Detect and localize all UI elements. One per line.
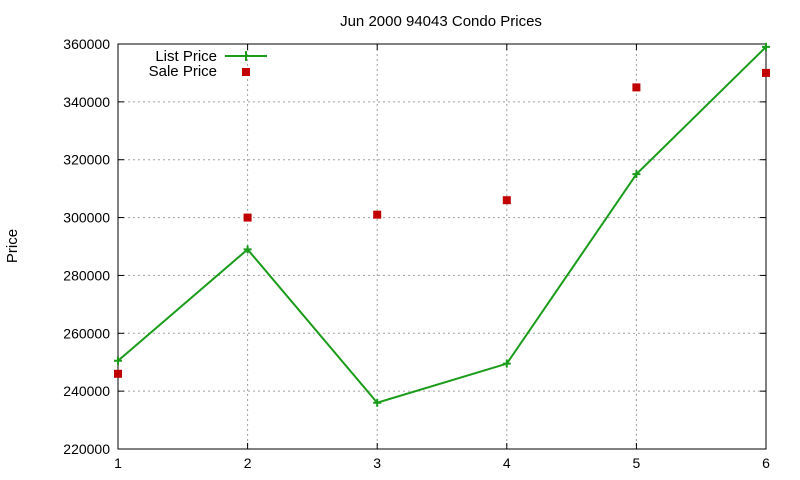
x-tick-label: 3 (373, 455, 381, 471)
x-tick-label: 4 (503, 455, 511, 471)
x-tick-label: 2 (244, 455, 252, 471)
grid-layer (118, 44, 766, 449)
series-layer (114, 42, 770, 407)
legend-marker-sale-price (242, 68, 250, 76)
sale-price-point (632, 83, 641, 92)
sale-price-point (243, 213, 252, 222)
sale-price-point (114, 369, 122, 378)
x-tick-label: 5 (633, 455, 641, 471)
y-tick-label: 300000 (63, 210, 110, 226)
legend-marker-list-price (241, 51, 251, 61)
legend-label-list-price: List Price (155, 48, 217, 65)
list-price-point (762, 42, 770, 51)
y-tick-label: 280000 (63, 267, 110, 283)
sale-price-point (762, 68, 770, 77)
y-tick-label: 220000 (63, 441, 110, 457)
y-tick-label: 360000 (63, 36, 110, 52)
plot-frame (117, 43, 767, 450)
legend: List Price Sale Price (149, 48, 267, 80)
list-price-point (114, 356, 122, 365)
y-axis-label: Price (4, 229, 21, 263)
x-tick-label: 6 (762, 455, 770, 471)
list-price-point (632, 170, 641, 179)
sale-price-point (502, 196, 511, 205)
legend-label-sale-price: Sale Price (149, 63, 217, 80)
sale-price-point (373, 210, 382, 219)
list-price-line (117, 46, 767, 404)
list-price-point (243, 245, 252, 254)
list-price-point (502, 359, 511, 368)
y-tick-label: 260000 (63, 325, 110, 341)
chart-title: Jun 2000 94043 Condo Prices (340, 13, 542, 30)
tick-layer: 1 2 3 4 5 6 220000 240000 260000 280000 300000 3200… (63, 36, 770, 471)
list-price-point (373, 398, 382, 407)
y-tick-label: 340000 (63, 94, 110, 110)
x-tick-label: 1 (114, 455, 122, 471)
y-tick-label: 240000 (63, 383, 110, 399)
y-tick-label: 320000 (63, 152, 110, 168)
